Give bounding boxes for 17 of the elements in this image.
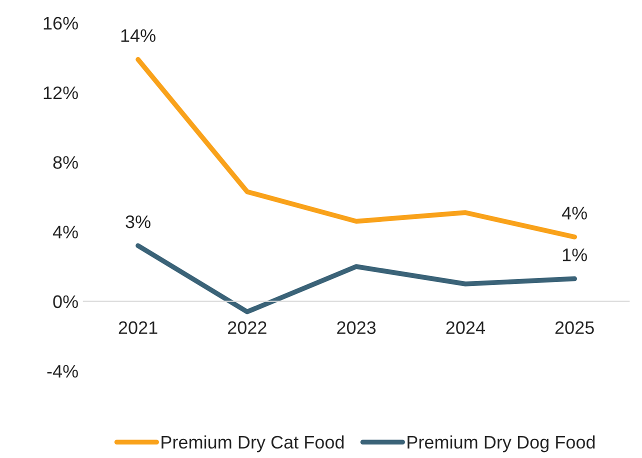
data-label: 3% <box>126 215 150 228</box>
y-tick-label: 4% <box>52 226 78 238</box>
x-tick-label: 2024 <box>446 321 486 334</box>
x-tick-label: 2025 <box>555 321 594 334</box>
y-tick-label: -4% <box>47 364 78 378</box>
y-tick-label: 16% <box>44 16 78 30</box>
y-tick-label: 0% <box>53 295 78 308</box>
y-tick-label: 8% <box>53 156 78 169</box>
data-label: 14% <box>121 29 156 42</box>
x-tick-label: 2021 <box>118 321 158 334</box>
data-label: 1% <box>562 248 587 262</box>
legend-label: Premium Dry Cat Food <box>162 435 344 452</box>
legend-label: Premium Dry Dog Food <box>408 435 595 452</box>
y-tick-label: 12% <box>44 86 78 100</box>
x-tick-label: 2023 <box>337 321 376 334</box>
data-label: 4% <box>562 206 587 220</box>
x-tick-label: 2022 <box>228 321 266 334</box>
